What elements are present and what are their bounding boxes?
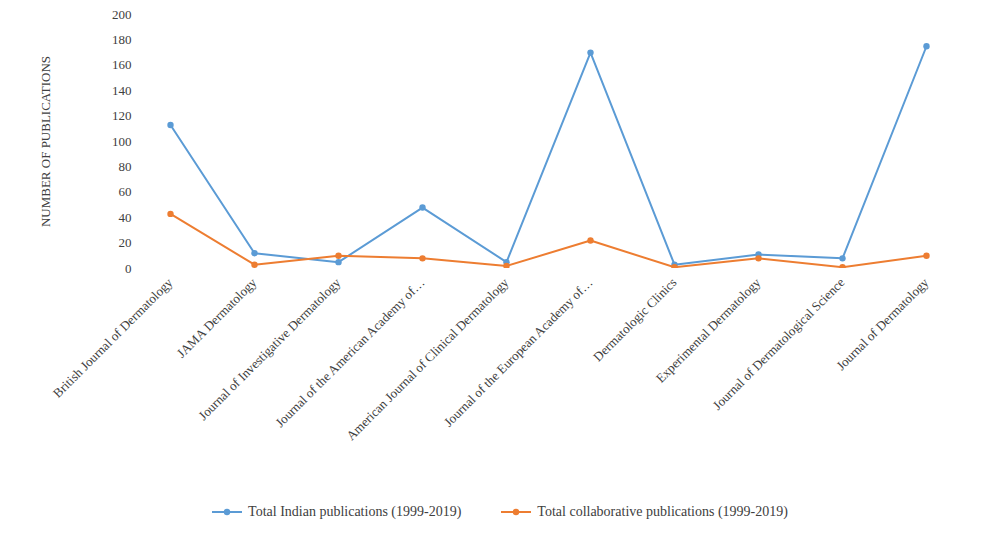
svg-text:160: 160 [112, 57, 132, 72]
svg-text:Journal of Dermatology: Journal of Dermatology [833, 274, 932, 373]
svg-text:200: 200 [112, 7, 132, 22]
svg-text:Dermatologic Clinics: Dermatologic Clinics [590, 275, 679, 364]
html-text:Total collaborative publicatio: Total collaborative publications (1999-2… [537, 504, 788, 519]
svg-text:180: 180 [112, 32, 132, 47]
svg-text:Journal of the European Academ: Journal of the European Academy of… [441, 275, 596, 430]
svg-text:JAMA Dermatology: JAMA Dermatology [174, 274, 260, 360]
svg-text:0: 0 [125, 261, 132, 276]
svg-text:120: 120 [112, 108, 132, 123]
svg-text:Journal of the American Academ: Journal of the American Academy of… [272, 275, 427, 430]
svg-text:Experimental Dermatology: Experimental Dermatology [652, 274, 764, 386]
svg-text:Journal of Dermatological Scie: Journal of Dermatological Science [710, 275, 848, 413]
svg-text:20: 20 [119, 235, 132, 250]
svg-text:NUMBER OF PUBLICATIONS: NUMBER OF PUBLICATIONS [38, 56, 53, 227]
svg-text:American Journal of Clinical D: American Journal of Clinical Dermatology [343, 274, 512, 443]
svg-text:60: 60 [119, 184, 132, 199]
svg-text:Journal of Investigative Derma: Journal of Investigative Dermatology [195, 274, 344, 423]
svg-text:British Journal of Dermatology: British Journal of Dermatology [50, 274, 176, 400]
svg-text:140: 140 [112, 83, 132, 98]
svg-text:80: 80 [119, 159, 132, 174]
svg-text:100: 100 [112, 134, 132, 149]
svg-text:40: 40 [119, 210, 132, 225]
html-text:Total Indian publications (199: Total Indian publications (1999-2019) [248, 504, 462, 519]
